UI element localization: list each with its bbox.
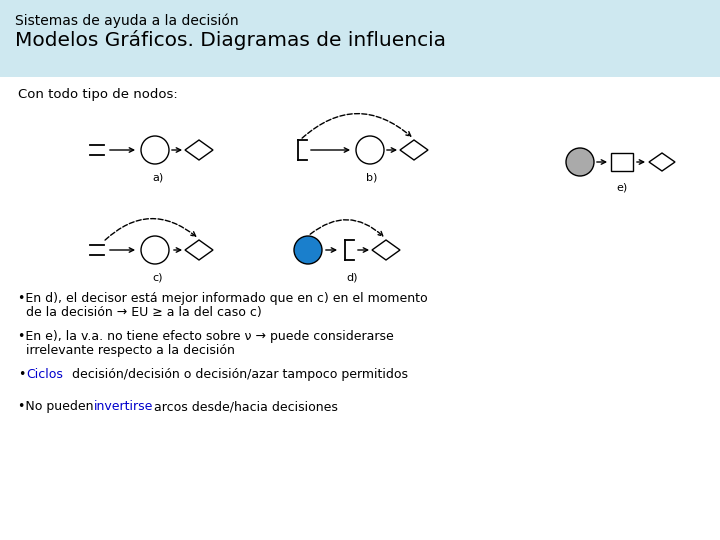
Text: •En e), la v.a. no tiene efecto sobre ν → puede considerarse: •En e), la v.a. no tiene efecto sobre ν … <box>18 330 394 343</box>
Text: •No pueden: •No pueden <box>18 400 97 413</box>
Circle shape <box>356 136 384 164</box>
Text: Modelos Gráficos. Diagramas de influencia: Modelos Gráficos. Diagramas de influenci… <box>15 30 446 50</box>
Polygon shape <box>185 140 213 160</box>
Text: a): a) <box>153 172 163 182</box>
Circle shape <box>294 236 322 264</box>
Text: Ciclos: Ciclos <box>26 368 63 381</box>
Text: Sistemas de ayuda a la decisión: Sistemas de ayuda a la decisión <box>15 13 238 28</box>
Text: de la decisión → EU ≥ a la del caso c): de la decisión → EU ≥ a la del caso c) <box>18 306 262 319</box>
Text: Con todo tipo de nodos:: Con todo tipo de nodos: <box>18 88 178 101</box>
Bar <box>0 0 720 77</box>
Text: irrelevante respecto a la decisión: irrelevante respecto a la decisión <box>18 344 235 357</box>
Circle shape <box>141 136 169 164</box>
Circle shape <box>141 236 169 264</box>
Text: invertirse: invertirse <box>94 400 153 413</box>
Polygon shape <box>400 140 428 160</box>
Circle shape <box>566 148 594 176</box>
Text: c): c) <box>153 272 163 282</box>
Polygon shape <box>185 240 213 260</box>
Text: d): d) <box>346 272 358 282</box>
Text: decisión/decisión o decisión/azar tampoco permitidos: decisión/decisión o decisión/azar tampoc… <box>68 368 408 381</box>
Text: •: • <box>18 368 25 381</box>
Text: b): b) <box>366 172 378 182</box>
Polygon shape <box>372 240 400 260</box>
Polygon shape <box>649 153 675 171</box>
Bar <box>611 153 633 171</box>
Text: arcos desde/hacia decisiones: arcos desde/hacia decisiones <box>150 400 338 413</box>
Text: •En d), el decisor está mejor informado que en c) en el momento: •En d), el decisor está mejor informado … <box>18 292 428 305</box>
Text: e): e) <box>616 182 628 192</box>
